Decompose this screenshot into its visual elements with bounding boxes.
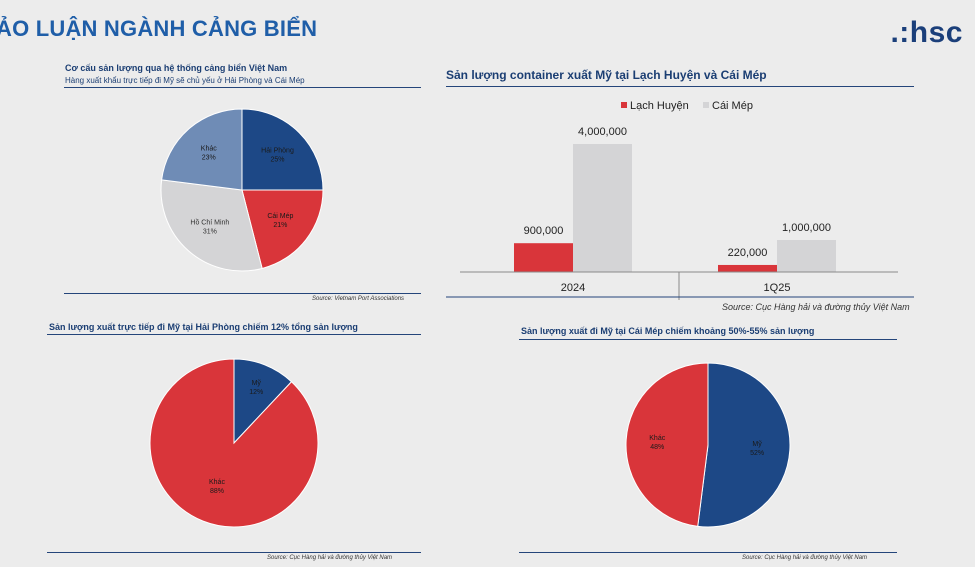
pie-pct-khac: 48% xyxy=(650,444,664,451)
p3-bottom-rule xyxy=(47,552,421,553)
pie-label-cai-mep: Cái Mép xyxy=(267,213,293,220)
p1-title: Cơ cấu sản lượng qua hệ thống cảng biển … xyxy=(65,63,288,73)
pie-label-khac: Khác xyxy=(209,479,225,486)
p4-top-rule xyxy=(519,339,897,340)
bar-cai-mep-2024 xyxy=(573,144,632,272)
pie-label-my: Mỹ xyxy=(252,380,262,387)
pie-chart-caimep-us-share: Mỹ 52% Khác 48% xyxy=(625,362,791,528)
legend-label-lach-huyen: Lạch Huyện xyxy=(630,100,689,112)
chart-legend: Lạch Huyện Cái Mép xyxy=(621,100,753,112)
pie-label-my: Mỹ xyxy=(752,441,762,448)
bar-cai-mep-1q25 xyxy=(777,240,836,272)
p4-bottom-rule xyxy=(519,552,897,553)
pie-slice-cai-mep xyxy=(241,189,324,270)
p1-source: Source: Vietnam Port Associations xyxy=(312,296,405,302)
p1-bottom-rule xyxy=(64,293,421,294)
pie-pct-hai-phong: 25% xyxy=(271,156,285,163)
pie-label-khac: Khác xyxy=(201,145,217,152)
legend-swatch-cai-mep xyxy=(703,102,709,108)
pie-slice-khac xyxy=(149,358,319,528)
bar-lach-huyen-1q25 xyxy=(718,264,777,272)
p4-source: Source: Cục Hàng hải và đường thủy Việt … xyxy=(742,555,868,561)
legend-label-cai-mep: Cái Mép xyxy=(712,100,753,112)
bar-lach-huyen-2024 xyxy=(514,243,573,272)
pie-slice-ho-chi-minh xyxy=(160,179,263,272)
hsc-logo: .:hsc xyxy=(890,16,963,49)
pie-slice-my xyxy=(233,358,293,445)
bar-value-label-cai-mep-2024: 4,000,000 xyxy=(578,126,627,138)
bar-chart-us-container-volume: Lạch Huyện Cái Mép 900,000 4,000,000 2024 220… xyxy=(446,100,914,300)
pie-slice-khac xyxy=(625,362,709,527)
pie-label-ho-chi-minh: Hồ Chí Minh xyxy=(190,217,229,226)
p1-subtitle: Hàng xuất khẩu trực tiếp đi Mỹ sẽ chủ yế… xyxy=(65,76,305,85)
pie-slice-khac xyxy=(161,108,243,191)
p2-top-rule xyxy=(446,86,914,87)
bar-value-label-cai-mep-1q25: 1,000,000 xyxy=(782,222,831,234)
pie-chart-port-structure: Hải Phòng 25% Cái Mép 21% Hồ Chí Minh 31% Khác… xyxy=(160,108,324,272)
pie-pct-my: 12% xyxy=(249,389,263,396)
p2-source: Source: Cục Hàng hải và đường thủy Việt … xyxy=(722,302,910,312)
bar-value-label-lach-huyen-2024: 900,000 xyxy=(524,225,564,237)
p1-top-rule xyxy=(64,87,421,88)
pie-label-khac: Khác xyxy=(649,435,665,442)
page-title: ẢO LUẬN NGÀNH CẢNG BIỂN xyxy=(0,16,318,41)
pie-label-hai-phong: Hải Phòng xyxy=(261,147,294,154)
pie-pct-my: 52% xyxy=(750,450,764,457)
x-tick-2024: 2024 xyxy=(561,282,585,294)
pie-pct-cai-mep: 21% xyxy=(273,222,287,229)
pie-chart-haiphong-us-share: Mỹ 12% Khác 88% xyxy=(149,358,319,528)
p4-title: Sản lượng xuất đi Mỹ tại Cái Mép chiếm k… xyxy=(521,326,815,336)
pie-slice-hai-phong xyxy=(241,108,324,191)
legend-swatch-lach-huyen xyxy=(621,102,627,108)
pie-pct-khac: 88% xyxy=(210,488,224,495)
p3-source: Source: Cục Hàng hải và đường thủy Việt … xyxy=(267,555,393,561)
pie-pct-ho-chi-minh: 31% xyxy=(203,228,217,235)
p3-title: Sản lượng xuất trực tiếp đi Mỹ tại Hải P… xyxy=(49,322,358,332)
pie-slice-my xyxy=(697,362,791,528)
pie-pct-khac: 23% xyxy=(202,154,216,161)
bar-value-label-lach-huyen-1q25: 220,000 xyxy=(728,247,768,259)
x-tick-1q25: 1Q25 xyxy=(764,282,791,294)
p2-title: Sản lượng container xuất Mỹ tại Lạch Huy… xyxy=(446,68,767,82)
p3-top-rule xyxy=(47,334,421,335)
